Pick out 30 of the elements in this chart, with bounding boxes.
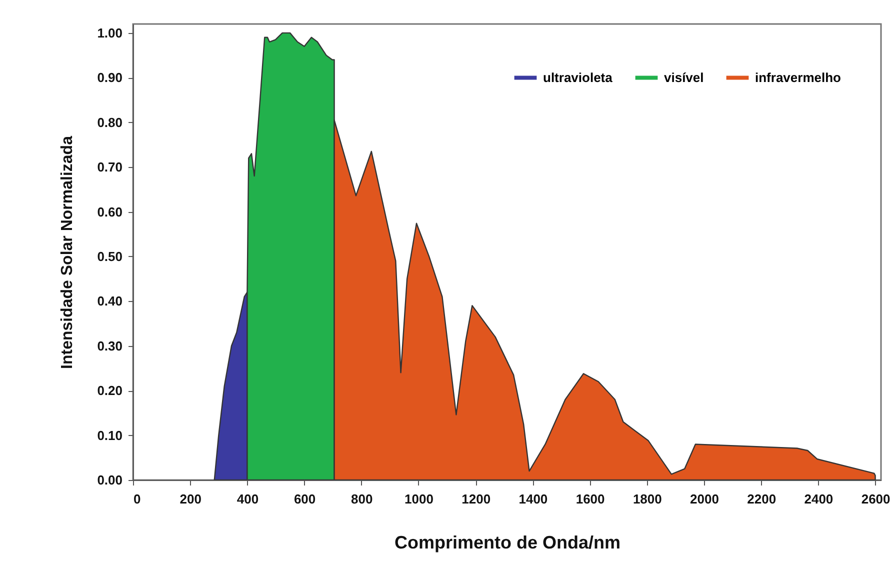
legend-label: ultravioleta — [543, 70, 614, 85]
x-tick-label: 400 — [236, 492, 259, 506]
y-tick-label: 0.60 — [97, 204, 122, 220]
x-tick-label: 800 — [351, 492, 373, 506]
x-tick-label: 600 — [294, 492, 316, 506]
x-tick-label: 200 — [180, 492, 202, 506]
y-tick-label: 0.10 — [97, 428, 122, 443]
y-tick-label: 0.20 — [97, 383, 122, 398]
x-tick-label: 0 — [134, 492, 141, 506]
y-tick-label: 1.00 — [97, 25, 122, 40]
y-tick-label: 0.40 — [97, 294, 122, 309]
y-tick-label: 0.80 — [97, 114, 122, 130]
x-tick-label: 2400 — [804, 492, 834, 506]
x-tick-label: 2200 — [747, 492, 776, 506]
y-tick-label: 0.30 — [97, 338, 122, 354]
y-tick-label: 0.50 — [97, 248, 122, 264]
x-tick-label: 1800 — [632, 492, 662, 506]
x-tick-label: 1000 — [404, 492, 434, 506]
x-tick-label: 2000 — [690, 492, 719, 506]
y-tick-label: 0.00 — [97, 472, 122, 488]
x-tick-label: 1600 — [576, 492, 605, 506]
x-tick-label: 1400 — [518, 492, 548, 506]
y-axis-title: Intensidade Solar Normalizada — [59, 136, 76, 369]
legend-label: visível — [664, 70, 704, 85]
x-tick-label: 2600 — [861, 492, 890, 506]
x-axis-title: Comprimento de Onda/nm — [394, 532, 621, 552]
legend-label: infravermelho — [755, 70, 842, 85]
x-tick-label: 1200 — [462, 492, 491, 506]
y-tick-label: 0.70 — [97, 160, 122, 175]
y-tick-label: 0.90 — [97, 70, 122, 86]
